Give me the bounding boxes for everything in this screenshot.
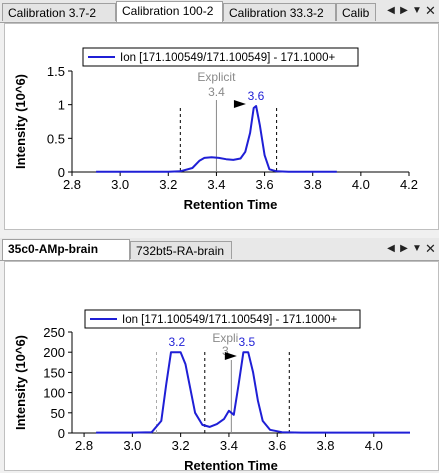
y-tick-label: 1.5 <box>47 64 65 79</box>
scroll-left-icon[interactable]: ◀ <box>387 243 395 254</box>
top-chart-pane: Calibration 3.7-2 Calibration 100-2 Cali… <box>0 0 439 232</box>
x-tick-label: 2.8 <box>63 177 81 192</box>
explicit-label: Explicit <box>197 70 236 84</box>
tab-calibration-33-3-2[interactable]: Calibration 33.3-2 <box>223 3 336 21</box>
tab-732bt5-ra-brain[interactable]: 732bt5-RA-brain <box>130 241 232 259</box>
x-tick-label: 3.8 <box>316 438 334 453</box>
x-tick-label: 3.2 <box>172 438 190 453</box>
selected-peak-flag-icon <box>224 352 237 360</box>
scroll-left-icon[interactable]: ◀ <box>387 5 395 16</box>
y-tick-label: 100 <box>43 386 65 401</box>
legend-box <box>84 309 361 329</box>
explicit-value: 3.4 <box>208 85 225 99</box>
y-axis-label: Intensity (10^6) <box>13 335 28 430</box>
ion-trace-line <box>96 105 337 173</box>
x-tick-label: 4.2 <box>400 177 418 192</box>
x-tick-label: 3.0 <box>111 177 129 192</box>
bottom-chromatogram-chart: 2.8 3.0 3.2 3.4 3.6 3.8 4.0 0 50 100 150 200 250 Rete… <box>13 309 410 470</box>
peak-rt-label: 3.5 <box>238 335 255 349</box>
dropdown-icon[interactable]: ▼ <box>412 243 422 254</box>
explicit-label: Expli <box>212 331 238 345</box>
tab-calib[interactable]: Calib <box>336 3 376 21</box>
x-axis-label: Retention Time <box>184 458 278 470</box>
y-tick-label: 1 <box>58 98 65 113</box>
x-tick-label: 3.8 <box>304 177 322 192</box>
bottom-chart-pane: 35c0-AMp-brain 732bt5-RA-brain ◀ ▶ ▼ ✕ 2… <box>0 238 439 473</box>
top-tabstrip: Calibration 3.7-2 Calibration 100-2 Cali… <box>0 0 439 23</box>
peak-rt-label: 3.2 <box>168 335 185 349</box>
legend-label: Ion [171.100549/171.100549] - 171.1000+ <box>120 52 335 64</box>
y-tick-label: 50 <box>51 406 65 421</box>
y-tick-label: 150 <box>43 365 65 380</box>
bottom-tab-controls: ◀ ▶ ▼ ✕ <box>382 238 439 260</box>
x-tick-label: 3.6 <box>268 438 286 453</box>
close-icon[interactable]: ✕ <box>425 3 436 18</box>
tab-35c0-amp-brain[interactable]: 35c0-AMp-brain <box>2 239 130 260</box>
x-tick-label: 3.6 <box>256 177 274 192</box>
y-tick-label: 0 <box>58 165 65 180</box>
x-tick-label: 3.4 <box>207 177 225 192</box>
top-tab-controls: ◀ ▶ ▼ ✕ <box>382 0 439 22</box>
tab-calibration-3-7-2[interactable]: Calibration 3.7-2 <box>2 3 116 21</box>
scroll-right-icon[interactable]: ▶ <box>400 243 408 254</box>
x-tick-label: 2.8 <box>75 438 93 453</box>
x-tick-label: 3.4 <box>220 438 238 453</box>
dropdown-icon[interactable]: ▼ <box>412 5 422 16</box>
x-tick-label: 3.0 <box>123 438 141 453</box>
y-tick-label: 0 <box>58 426 65 441</box>
close-icon[interactable]: ✕ <box>425 241 436 256</box>
y-tick-label: 200 <box>43 345 65 360</box>
x-tick-label: 3.2 <box>159 177 177 192</box>
x-axis-label: Retention Time <box>184 197 278 212</box>
selected-peak-flag-icon <box>233 100 246 108</box>
y-tick-label: 0.5 <box>47 131 65 146</box>
x-tick-label: 4.0 <box>365 438 383 453</box>
x-tick-label: 4.0 <box>352 177 370 192</box>
ion-trace-line <box>96 351 410 434</box>
top-chart-area[interactable]: 2.8 3.0 3.2 3.4 3.6 3.8 4.0 4.2 0 0.5 1 1.5 Retentio… <box>4 23 439 230</box>
bottom-tabstrip: 35c0-AMp-brain 732bt5-RA-brain ◀ ▶ ▼ ✕ <box>0 238 439 261</box>
y-tick-label: 250 <box>43 325 65 340</box>
peak-rt-label: 3.6 <box>248 89 265 103</box>
legend-box <box>82 47 359 67</box>
tab-calibration-100-2[interactable]: Calibration 100-2 <box>116 1 223 22</box>
bottom-chart-area[interactable]: 2.8 3.0 3.2 3.4 3.6 3.8 4.0 0 50 100 150 200 250 Rete… <box>4 261 439 471</box>
legend-label: Ion [171.100549/171.100549] - 171.1000+ <box>122 314 337 326</box>
scroll-right-icon[interactable]: ▶ <box>400 5 408 16</box>
y-axis-label: Intensity (10^6) <box>13 74 28 169</box>
top-chromatogram-chart: 2.8 3.0 3.2 3.4 3.6 3.8 4.0 4.2 0 0.5 1 1.5 Retentio… <box>13 47 418 212</box>
pane-splitter[interactable] <box>0 232 439 238</box>
explicit-value: 3 <box>222 344 229 358</box>
